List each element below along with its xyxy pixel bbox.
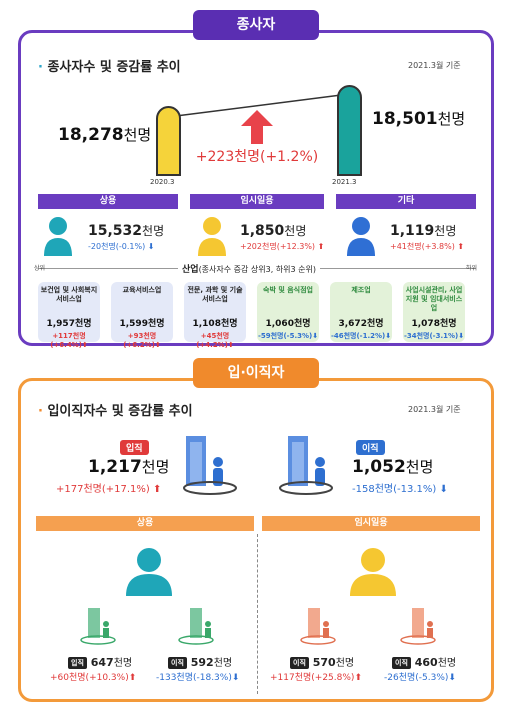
building-exit-icon-small bbox=[178, 608, 214, 645]
building-exit-icon bbox=[279, 436, 333, 495]
industry-box-5: 제조업 3,672천명 -46천명(-1.2%)⬇ bbox=[330, 282, 392, 342]
bullet-icon: · bbox=[38, 60, 48, 75]
pillar-2021 bbox=[337, 85, 362, 176]
trend-line bbox=[164, 90, 353, 121]
building-enter-icon bbox=[183, 436, 237, 495]
up-arrow-icon bbox=[241, 110, 273, 144]
temp-hire-change: +117천명(+25.8%)⬆ bbox=[270, 673, 362, 683]
sep-value: 1,052천명 bbox=[352, 457, 434, 477]
category-bar-other: 기타 bbox=[336, 194, 476, 209]
building-enter-icon-small-temp bbox=[300, 608, 336, 645]
employed-subtitle-text: 종사자수 및 증감률 추이 bbox=[47, 60, 181, 75]
group-bar-regular: 상용 bbox=[36, 516, 254, 531]
employed-basis: 2021.3월 기준 bbox=[408, 61, 461, 70]
sep-change: -158천명(-13.1%) ⬇ bbox=[352, 484, 448, 495]
industry-box-4: 숙박 및 음식점업 1,060천명 -59천명(-5.3%)⬇ bbox=[257, 282, 319, 342]
regular-value: 15,532천명 bbox=[88, 223, 165, 239]
hire-tag: 입직 bbox=[120, 440, 149, 455]
temporary-change: +202천명(+12.3%) ⬆ bbox=[240, 242, 325, 251]
group-bar-temporary: 임시일용 bbox=[262, 516, 480, 531]
turnover-section-header: 입·이직자 bbox=[193, 358, 319, 388]
other-change: +41천명(+3.8%) ⬆ bbox=[390, 242, 465, 251]
regular-change: -20천명(-0.1%) ⬇ bbox=[88, 242, 155, 251]
industry-box-6: 사업시설관리, 사업지원 및 임대서비스업 1,078천명 -34천명(-3.1… bbox=[403, 282, 465, 342]
temp-sep-change: -26천명(-5.3%)⬇ bbox=[384, 673, 456, 683]
prev-date: 2020.3 bbox=[150, 178, 175, 186]
regular-hire-change: +60천명(+10.3%)⬆ bbox=[50, 673, 137, 683]
sep-tag: 이직 bbox=[356, 440, 385, 455]
regular-sep-change: -133천명(-18.3%)⬇ bbox=[156, 673, 240, 683]
hire-value: 1,217천명 bbox=[88, 457, 170, 477]
category-bar-temporary: 임시일용 bbox=[190, 194, 324, 209]
temp-hire-value: 이직 570천명 bbox=[290, 654, 354, 669]
curr-date: 2021.3 bbox=[332, 178, 357, 186]
industry-box-3: 전문, 과학 및 기술 서비스업 1,108천명 +45천명(+4.2%)⬆ bbox=[184, 282, 246, 349]
temporary-value: 1,850천명 bbox=[240, 223, 307, 239]
turnover-subtitle-text: 입이직자수 및 증감률 추이 bbox=[47, 404, 193, 419]
person-icon-group-regular bbox=[126, 548, 172, 596]
employed-section-header: 종사자 bbox=[193, 10, 319, 40]
bullet-icon: · bbox=[38, 404, 48, 419]
person-icon-temporary bbox=[198, 217, 226, 256]
turnover-basis: 2021.3월 기준 bbox=[408, 405, 461, 414]
total-change: +223천명(+1.2%) bbox=[195, 149, 319, 165]
person-icon-other bbox=[347, 217, 375, 256]
person-icon-group-temporary bbox=[350, 548, 396, 596]
regular-hire-value: 입직 647천명 bbox=[68, 654, 132, 669]
prev-total: 18,278천명 bbox=[58, 125, 152, 145]
industry-title: 산업(종사자수 증감 상위3, 하위3 순위) bbox=[178, 262, 321, 275]
rank-bottom-label: 하위 bbox=[466, 265, 478, 272]
category-bar-regular: 상용 bbox=[38, 194, 178, 209]
temp-sep-value: 이직 460천명 bbox=[392, 654, 456, 669]
curr-total: 18,501천명 bbox=[372, 109, 466, 129]
hire-change: +177천명(+17.1%) ⬆ bbox=[56, 484, 162, 495]
industry-box-2: 교육서비스업 1,599천명 +93천명(+6.2%)⬆ bbox=[111, 282, 173, 349]
building-exit-icon-small-temp bbox=[400, 608, 436, 645]
other-value: 1,119천명 bbox=[390, 223, 457, 239]
rank-top-label: 상위 bbox=[34, 265, 46, 272]
regular-sep-value: 이직 592천명 bbox=[168, 654, 232, 669]
industry-box-1: 보건업 및 사회복지 서비스업 1,957천명 +117천명(+6.4%)⬆ bbox=[38, 282, 100, 349]
building-enter-icon-small bbox=[80, 608, 116, 645]
group-divider bbox=[257, 534, 258, 694]
turnover-subtitle: · 입이직자수 및 증감률 추이 bbox=[38, 400, 193, 419]
pillar-2020 bbox=[156, 106, 181, 176]
employed-subtitle: · 종사자수 및 증감률 추이 bbox=[38, 56, 181, 75]
person-icon-regular bbox=[44, 217, 72, 256]
